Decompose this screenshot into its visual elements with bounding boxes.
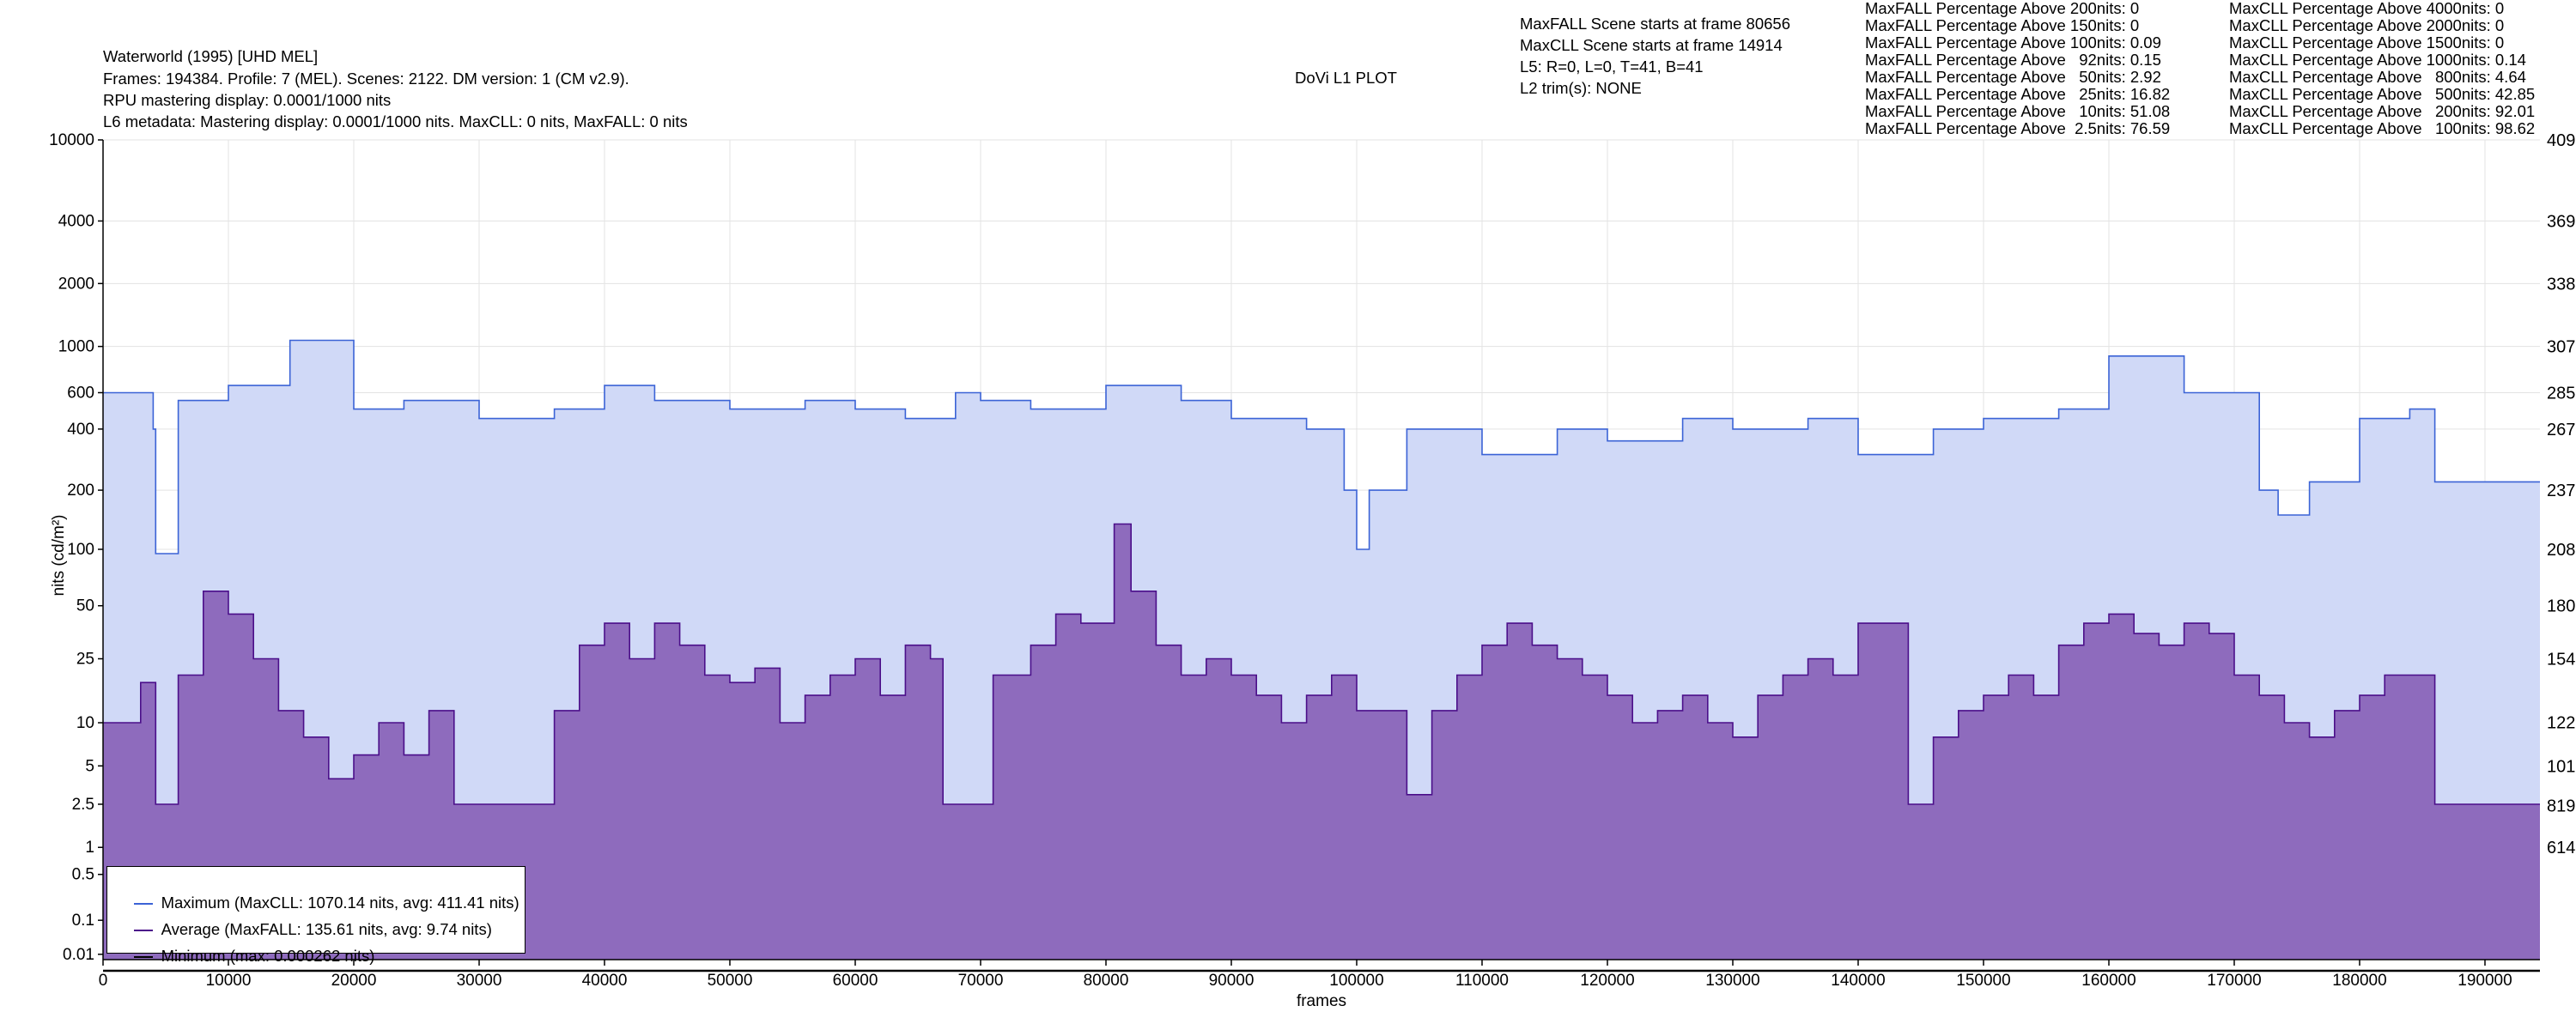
x-tick-label: 110000 xyxy=(1455,972,1509,990)
y-tick-label: 400 xyxy=(67,421,94,439)
maxcll-pct-800: MaxCLL Percentage Above 800nits: 4.64 xyxy=(2229,68,2526,86)
x-tick-label: 10000 xyxy=(206,972,252,990)
legend-item-maximum: Maximum (MaxCLL: 1070.14 nits, avg: 411.… xyxy=(116,872,519,912)
maxfall-pct-100: MaxFALL Percentage Above 100nits: 0.09 xyxy=(1865,33,2161,52)
x-tick-label: 60000 xyxy=(833,972,878,990)
x-tick-label: 150000 xyxy=(1956,972,2010,990)
legend-label-minimum: Minimum (max: 0.000262 nits) xyxy=(161,947,375,965)
legend-item-average: Average (MaxFALL: 135.61 nits, avg: 9.74… xyxy=(116,899,492,938)
maxfall-pct-50: MaxFALL Percentage Above 50nits: 2.92 xyxy=(1865,68,2161,86)
y-tick-label: 25 xyxy=(76,651,94,669)
average-series-area xyxy=(103,524,2540,960)
y-tick-label: 2000 xyxy=(58,275,94,293)
right-tick-label: 614 xyxy=(2547,839,2575,857)
y-tick-label: 1 xyxy=(85,839,94,857)
x-tick-label: 80000 xyxy=(1084,972,1129,990)
y-tick-label: 200 xyxy=(67,482,94,500)
right-tick-label: 2851 xyxy=(2547,385,2576,403)
legend-label-average: Average (MaxFALL: 135.61 nits, avg: 9.74… xyxy=(161,920,492,938)
l5-info: L5: R=0, L=0, T=41, B=41 xyxy=(1520,58,1704,76)
right-tick-label: 4095 xyxy=(2547,131,2576,150)
plot-title: DoVi L1 PLOT xyxy=(1295,69,1397,87)
x-tick-label: 50000 xyxy=(708,972,753,990)
maxcll-pct-100: MaxCLL Percentage Above 100nits: 98.62 xyxy=(2229,119,2536,137)
maxfall-scene-info: MaxFALL Scene starts at frame 80656 xyxy=(1520,15,1791,33)
right-tick-label: 3696 xyxy=(2547,212,2576,231)
y-tick-label: 0.5 xyxy=(72,866,94,884)
y-tick-label: 600 xyxy=(67,384,94,402)
maxcll-pct-1500: MaxCLL Percentage Above 1500nits: 0 xyxy=(2229,33,2505,52)
x-tick-label: 100000 xyxy=(1329,972,1383,990)
maxcll-pct-200: MaxCLL Percentage Above 200nits: 92.01 xyxy=(2229,102,2536,120)
x-tick-label: 130000 xyxy=(1705,972,1759,990)
right-tick-label: 819 xyxy=(2547,797,2575,816)
right-tick-label: 3079 xyxy=(2547,338,2576,357)
x-tick-label: 140000 xyxy=(1831,972,1885,990)
x-tick-label: 70000 xyxy=(958,972,1004,990)
y-tick-label: 2.5 xyxy=(72,796,94,814)
maxfall-pct-25: MaxFALL Percentage Above 25nits: 16.82 xyxy=(1865,85,2171,103)
x-tick-label: 90000 xyxy=(1209,972,1255,990)
header-frames-info: Frames: 194384. Profile: 7 (MEL). Scenes… xyxy=(103,70,629,88)
header-title: Waterworld (1995) [UHD MEL] xyxy=(103,47,319,65)
legend-swatch-average xyxy=(133,930,153,932)
maxfall-pct-150: MaxFALL Percentage Above 150nits: 0 xyxy=(1865,16,2140,34)
maxcll-pct-1000: MaxCLL Percentage Above 1000nits: 0.14 xyxy=(2229,51,2526,69)
maxfall-pct-10: MaxFALL Percentage Above 10nits: 51.08 xyxy=(1865,102,2171,120)
legend-label-maximum: Maximum (MaxCLL: 1070.14 nits, avg: 411.… xyxy=(161,894,519,912)
maximum-series-line xyxy=(103,339,2540,554)
header-rpu-info: RPU mastering display: 0.0001/1000 nits xyxy=(103,91,392,109)
x-tick-label: 120000 xyxy=(1580,972,1634,990)
right-tick-label: 1015 xyxy=(2547,757,2576,776)
maxfall-pct-2-5: MaxFALL Percentage Above 2.5nits: 76.59 xyxy=(1865,119,2171,137)
x-tick-label: 180000 xyxy=(2332,972,2386,990)
y-tick-label: 4000 xyxy=(58,212,94,230)
x-tick-label: 20000 xyxy=(331,972,377,990)
y-tick-label: 10000 xyxy=(49,131,94,149)
x-tick-label: 170000 xyxy=(2207,972,2261,990)
legend-swatch-minimum xyxy=(133,956,153,959)
y-tick-label: 0.01 xyxy=(63,946,94,964)
header-l6-info: L6 metadata: Mastering display: 0.0001/1… xyxy=(103,112,688,130)
y-tick-label: 50 xyxy=(76,597,94,615)
x-tick-label: 40000 xyxy=(582,972,628,990)
maxcll-pct-500: MaxCLL Percentage Above 500nits: 42.85 xyxy=(2229,85,2536,103)
chart-legend: Maximum (MaxCLL: 1070.14 nits, avg: 411.… xyxy=(106,866,526,965)
right-tick-label: 1803 xyxy=(2547,597,2576,616)
y-axis-label: nits (cd/m²) xyxy=(50,515,68,597)
x-tick-label: 190000 xyxy=(2458,972,2512,990)
y-tick-label: 10 xyxy=(76,714,94,732)
x-axis-label: frames xyxy=(1297,992,1346,1010)
right-tick-label: 3388 xyxy=(2547,275,2576,294)
legend-swatch-maximum xyxy=(133,903,153,906)
y-tick-label: 100 xyxy=(67,541,94,559)
right-tick-label: 1542 xyxy=(2547,651,2576,670)
y-tick-label: 5 xyxy=(85,757,94,775)
y-tick-label: 0.1 xyxy=(72,912,94,930)
x-tick-label: 30000 xyxy=(457,972,502,990)
maxfall-pct-200: MaxFALL Percentage Above 200nits: 0 xyxy=(1865,0,2140,17)
legend-item-minimum: Minimum (max: 0.000262 nits) xyxy=(116,925,374,965)
right-tick-label: 1229 xyxy=(2547,714,2576,733)
maxcll-scene-info: MaxCLL Scene starts at frame 14914 xyxy=(1520,36,1783,54)
average-series-line xyxy=(103,523,2540,805)
l2-info: L2 trim(s): NONE xyxy=(1520,79,1642,97)
x-tick-label: 160000 xyxy=(2081,972,2136,990)
maxcll-pct-2000: MaxCLL Percentage Above 2000nits: 0 xyxy=(2229,16,2505,34)
x-tick-label: 0 xyxy=(99,972,108,990)
maxcll-pct-4000: MaxCLL Percentage Above 4000nits: 0 xyxy=(2229,0,2505,17)
y-tick-label: 1000 xyxy=(58,338,94,356)
maxfall-pct-92: MaxFALL Percentage Above 92nits: 0.15 xyxy=(1865,51,2161,69)
